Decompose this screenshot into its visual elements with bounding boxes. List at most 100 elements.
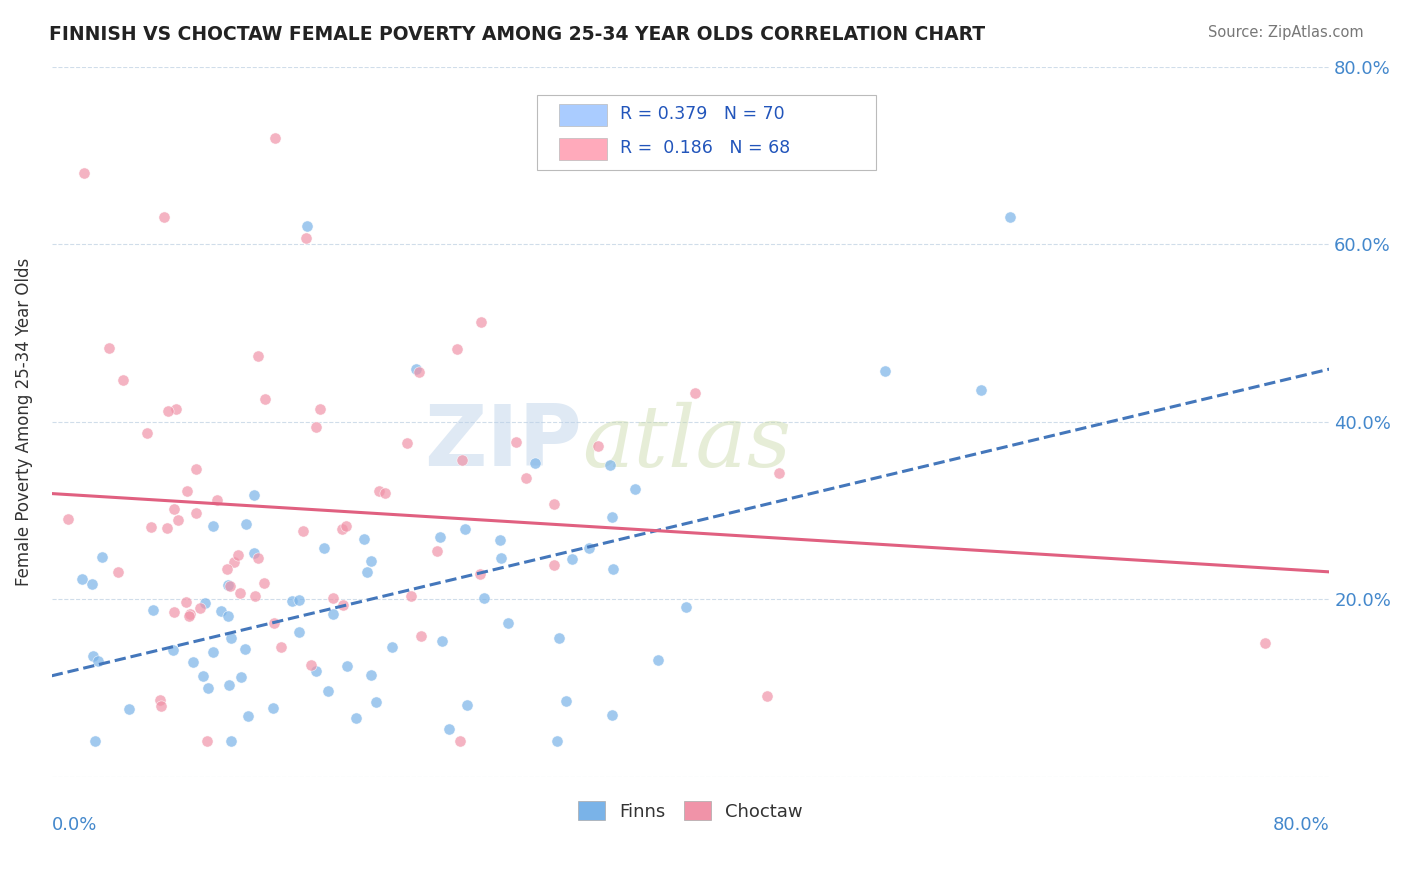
Point xyxy=(174,595,197,609)
Point xyxy=(546,734,568,748)
Point xyxy=(756,689,779,703)
Point xyxy=(291,524,314,538)
Point xyxy=(408,365,430,379)
Point xyxy=(456,698,478,713)
Point xyxy=(578,541,600,556)
Point xyxy=(80,577,103,591)
Point xyxy=(270,640,292,654)
Point xyxy=(224,555,246,569)
Point xyxy=(491,551,513,566)
Point xyxy=(209,604,232,618)
Point xyxy=(157,404,180,418)
Point xyxy=(555,694,578,708)
Point xyxy=(287,625,309,640)
Point xyxy=(217,578,239,592)
Point xyxy=(219,632,242,646)
Point xyxy=(280,593,302,607)
Point xyxy=(548,632,571,646)
Point xyxy=(118,701,141,715)
Text: 80.0%: 80.0% xyxy=(1272,815,1329,834)
Point xyxy=(429,531,451,545)
Point xyxy=(336,659,359,673)
Point xyxy=(523,456,546,470)
Bar xyxy=(560,138,607,160)
Text: 0.0%: 0.0% xyxy=(52,815,97,834)
Point xyxy=(322,607,344,621)
Point xyxy=(470,315,492,329)
Point xyxy=(446,342,468,356)
Point xyxy=(229,585,252,599)
Point xyxy=(231,670,253,684)
Point xyxy=(647,653,669,667)
Point xyxy=(235,641,257,656)
Point xyxy=(305,665,328,679)
Point xyxy=(217,609,239,624)
Point xyxy=(308,401,330,416)
Point xyxy=(288,592,311,607)
Text: Source: ZipAtlas.com: Source: ZipAtlas.com xyxy=(1208,25,1364,40)
Point xyxy=(87,654,110,668)
Point xyxy=(73,166,96,180)
Point xyxy=(238,708,260,723)
Point xyxy=(197,681,219,695)
Point xyxy=(374,486,396,500)
Point xyxy=(344,710,367,724)
Point xyxy=(409,629,432,643)
Point xyxy=(437,722,460,736)
Point xyxy=(335,518,357,533)
FancyBboxPatch shape xyxy=(537,95,876,169)
Point xyxy=(356,566,378,580)
Point xyxy=(176,484,198,499)
Point xyxy=(243,546,266,560)
Y-axis label: Female Poverty Among 25-34 Year Olds: Female Poverty Among 25-34 Year Olds xyxy=(15,258,32,586)
Point xyxy=(496,615,519,630)
Point xyxy=(228,548,250,562)
Point xyxy=(454,522,477,536)
Point xyxy=(451,453,474,467)
Legend: Finns, Choctaw: Finns, Choctaw xyxy=(571,794,810,828)
Point xyxy=(561,551,583,566)
Point xyxy=(330,522,353,536)
Point xyxy=(218,579,240,593)
Text: R = 0.379   N = 70: R = 0.379 N = 70 xyxy=(620,105,785,123)
Point xyxy=(253,392,276,406)
Point xyxy=(162,642,184,657)
Point xyxy=(98,341,121,355)
Point xyxy=(184,461,207,475)
Point xyxy=(624,482,647,496)
Point xyxy=(399,589,422,603)
Point xyxy=(152,211,174,225)
Bar xyxy=(560,104,607,126)
Point xyxy=(217,562,239,576)
Point xyxy=(314,541,336,555)
Point xyxy=(184,506,207,520)
Point xyxy=(505,435,527,450)
Point xyxy=(263,615,285,630)
Point xyxy=(90,550,112,565)
Point xyxy=(70,572,93,586)
Point xyxy=(675,600,697,615)
Point xyxy=(366,695,388,709)
Point xyxy=(111,372,134,386)
Point xyxy=(201,645,224,659)
Point xyxy=(873,364,896,378)
Point xyxy=(405,362,427,376)
Point xyxy=(107,566,129,580)
Point xyxy=(297,219,319,234)
Point xyxy=(969,384,991,398)
Text: FINNISH VS CHOCTAW FEMALE POVERTY AMONG 25-34 YEAR OLDS CORRELATION CHART: FINNISH VS CHOCTAW FEMALE POVERTY AMONG … xyxy=(49,25,986,44)
Point xyxy=(188,601,211,615)
Point xyxy=(543,497,565,511)
Point xyxy=(58,512,80,526)
Point xyxy=(322,591,344,605)
Point xyxy=(142,602,165,616)
Point xyxy=(264,130,287,145)
Point xyxy=(998,211,1021,225)
Point xyxy=(395,436,418,450)
Point xyxy=(602,562,624,576)
Point xyxy=(246,349,269,363)
Point xyxy=(432,633,454,648)
Point xyxy=(489,533,512,547)
Point xyxy=(353,532,375,546)
Point xyxy=(600,510,623,524)
